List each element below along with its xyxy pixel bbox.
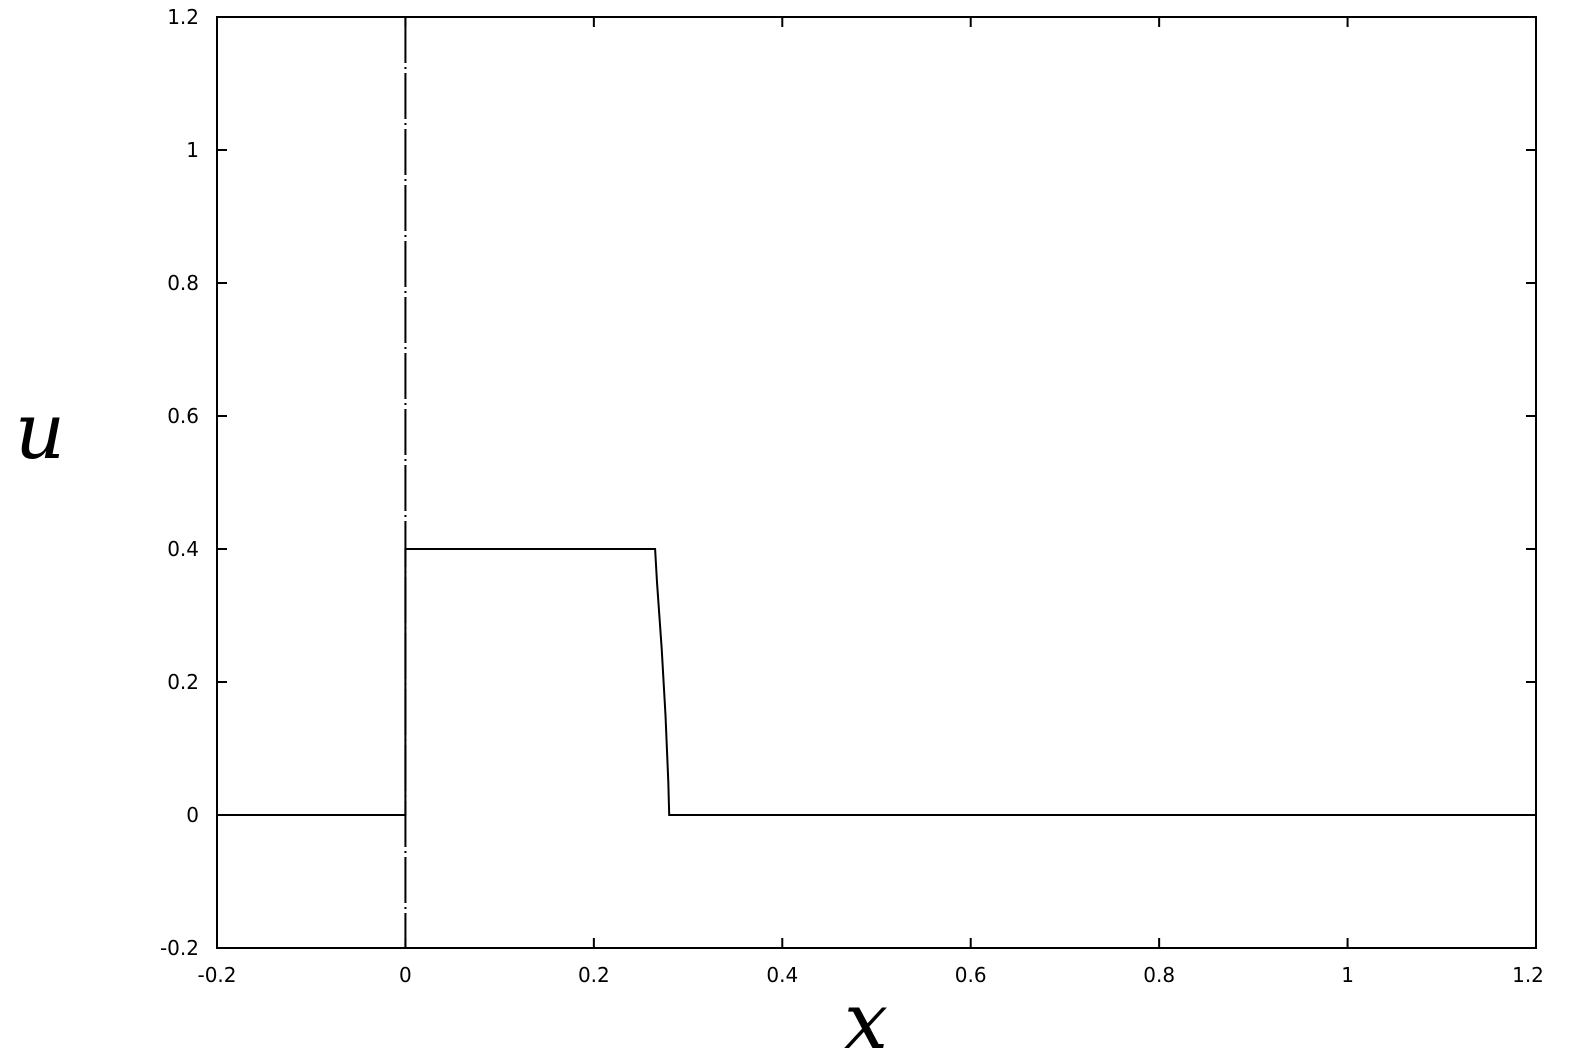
x-tick-label-7: 1.2 [1512, 963, 1544, 987]
axis-ticks [216, 16, 1537, 949]
x-tick-label-5: 0.8 [1143, 963, 1175, 987]
x-tick-label-0: -0.2 [197, 963, 236, 987]
x-tick-label-3: 0.4 [766, 963, 798, 987]
plot-frame [216, 16, 1537, 949]
x-tick-label-6: 1 [1341, 963, 1354, 987]
x-tick-label-1: 0 [399, 963, 412, 987]
x-tick-label-2: 0.2 [578, 963, 610, 987]
plot-area [216, 16, 1537, 949]
y-tick-label-2: 0.2 [167, 670, 199, 694]
y-tick-label-7: 1.2 [167, 5, 199, 29]
series-line-0 [217, 548, 1536, 816]
y-tick-label-3: 0.4 [167, 537, 199, 561]
y-tick-label-4: 0.6 [167, 404, 199, 428]
y-tick-label-0: -0.2 [160, 936, 199, 960]
y-tick-label-5: 0.8 [167, 271, 199, 295]
y-tick-label-6: 1 [186, 138, 199, 162]
y-axis-label: u [15, 387, 65, 477]
tick-labels: -0.2 0 0.2 0.4 0.6 0.8 1 1.2 -0.2 0 0.2 0.4 0.6 0.8 1 1… [160, 5, 1544, 987]
x-axis-label: x [844, 977, 888, 1060]
y-tick-label-1: 0 [186, 803, 199, 827]
x-tick-label-4: 0.6 [955, 963, 987, 987]
